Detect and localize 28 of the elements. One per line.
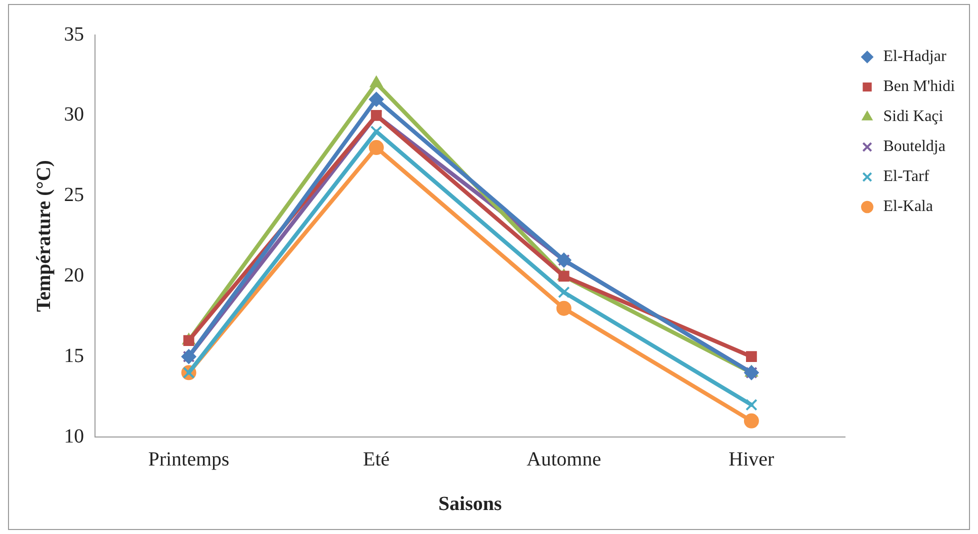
point [744,413,759,428]
point [370,126,382,138]
point [368,140,384,156]
point [746,351,757,362]
point [558,286,570,298]
point [558,270,570,282]
y-tick-label: 35 [64,23,84,46]
legend-label: Bouteldja [883,138,946,156]
point [183,335,194,346]
point [368,92,384,107]
legend-label: El-Tarf [883,168,930,186]
legend-label: El-Kala [883,198,933,216]
legend-label: Ben M'hidi [883,78,956,96]
y-tick-label: 25 [64,184,84,206]
legend-label: El-Hadjar [883,48,947,66]
y-axis-title: Température (°C) [33,160,56,312]
y-tick-label: 15 [64,344,84,367]
point [556,300,572,316]
point [746,398,758,411]
y-tick-label: 20 [64,264,84,286]
x-tick-label: Printemps [148,448,230,470]
y-tick-label: 10 [64,425,84,448]
x-axis-title: Saisons [438,493,502,516]
legend-label: Sidi Kaçi [883,108,944,126]
x-tick-label: Eté [363,448,390,470]
x-tick-label: Hiver [728,448,775,470]
y-tick-label: 30 [64,104,84,126]
x-tick-label: Automne [526,448,602,470]
